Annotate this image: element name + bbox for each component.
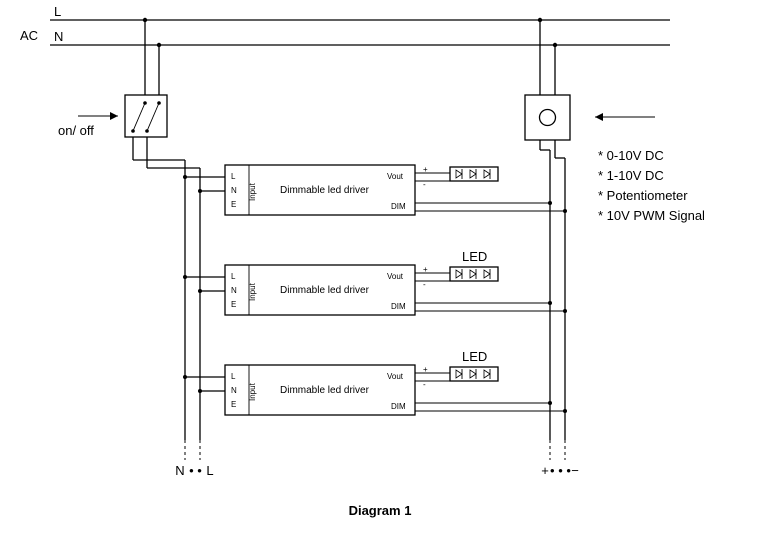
- drv-dim: DIM: [391, 302, 406, 311]
- ac-label: AC: [20, 28, 38, 43]
- drv-in-L: L: [231, 272, 236, 281]
- diagram-title: Diagram 1: [349, 503, 412, 518]
- driver-label: Dimmable led driver: [280, 185, 370, 196]
- driver-label: Dimmable led driver: [280, 385, 370, 396]
- minus: -: [423, 180, 426, 189]
- dimmer-note-1: * 1-10V DC: [598, 168, 664, 183]
- dimmer-note-2: * Potentiometer: [598, 188, 688, 203]
- svg-text:Input: Input: [248, 282, 257, 301]
- bottom-minus: −: [571, 463, 579, 478]
- drv-dim: DIM: [391, 202, 406, 211]
- line-n-label: N: [54, 29, 63, 44]
- drv-in-N: N: [231, 386, 237, 395]
- plus: +: [423, 265, 428, 274]
- bottom-plus: +: [541, 463, 549, 478]
- drv-in-L: L: [231, 172, 236, 181]
- plus: +: [423, 365, 428, 374]
- bottom-N: N: [175, 463, 184, 478]
- minus: -: [423, 380, 426, 389]
- drv-vout: Vout: [387, 172, 404, 181]
- driver-label: Dimmable led driver: [280, 285, 370, 296]
- led-label: LED: [462, 349, 487, 364]
- drv-in-E: E: [231, 300, 236, 309]
- drv-in-N: N: [231, 286, 237, 295]
- svg-text:Input: Input: [248, 382, 257, 401]
- svg-text:Input: Input: [248, 182, 257, 201]
- drv-in-E: E: [231, 200, 236, 209]
- drv-vout: Vout: [387, 272, 404, 281]
- drv-in-L: L: [231, 372, 236, 381]
- minus: -: [423, 280, 426, 289]
- switch-label: on/ off: [58, 123, 94, 138]
- bottom-dots: • •: [189, 463, 202, 478]
- drv-in-E: E: [231, 400, 236, 409]
- bottom-L: L: [206, 463, 213, 478]
- dimmer-note-0: * 0-10V DC: [598, 148, 664, 163]
- drv-dim: DIM: [391, 402, 406, 411]
- drv-in-N: N: [231, 186, 237, 195]
- drv-vout: Vout: [387, 372, 404, 381]
- plus: +: [423, 165, 428, 174]
- line-l-label: L: [54, 4, 61, 19]
- dimmer-note-3: * 10V PWM Signal: [598, 208, 705, 223]
- led-label: LED: [462, 249, 487, 264]
- bottom-dots2: • • •: [550, 463, 571, 478]
